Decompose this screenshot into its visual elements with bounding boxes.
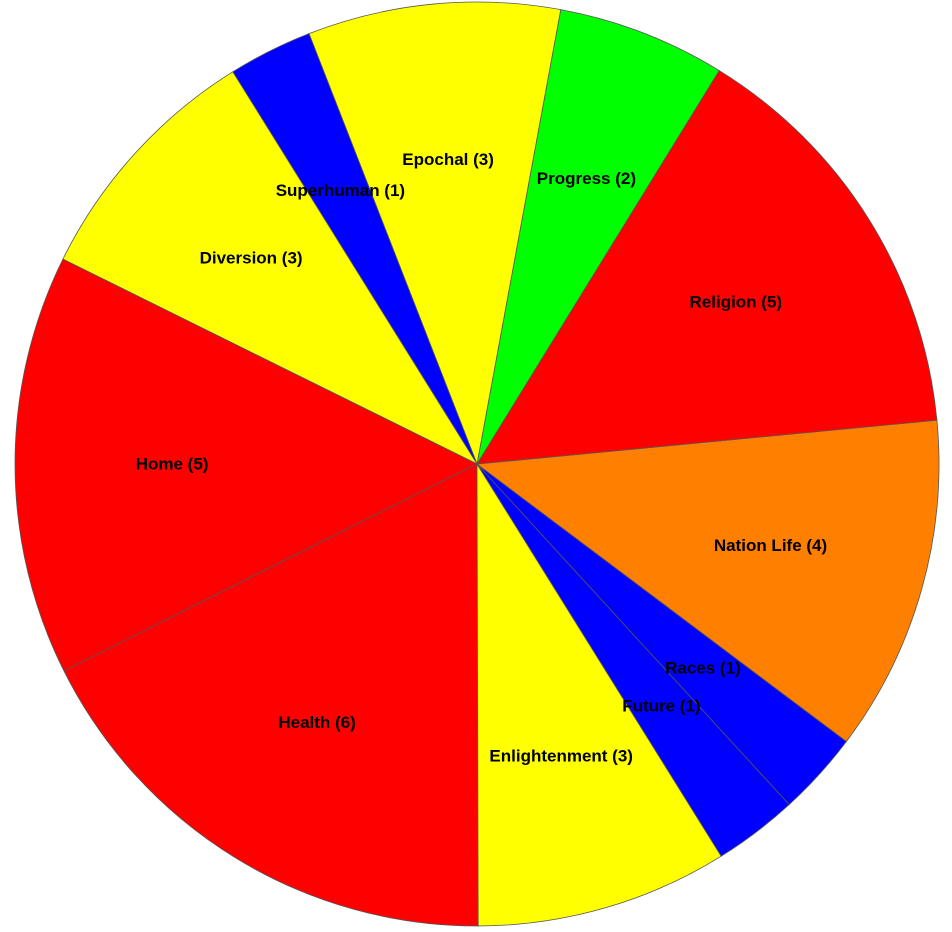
- slice-label-nation-life: Nation Life (4): [714, 536, 827, 555]
- slice-label-enlightenment: Enlightenment (3): [489, 747, 633, 766]
- slice-label-diversion: Diversion (3): [200, 249, 303, 268]
- slice-label-health: Health (6): [278, 713, 355, 732]
- slice-label-progress: Progress (2): [537, 169, 636, 188]
- slice-label-religion: Religion (5): [690, 292, 783, 311]
- slice-home: [14, 258, 478, 672]
- slice-label-superhuman: Superhuman (1): [276, 181, 405, 200]
- slice-label-home: Home (5): [136, 454, 209, 473]
- slice-health: [63, 463, 479, 927]
- labels-layer: Races (1) Nation Life (4) Religion (5) Prog…: [136, 150, 827, 766]
- slice-label-future: Future (1): [622, 696, 700, 715]
- slice-religion: [476, 70, 938, 465]
- slice-label-epochal: Epochal (3): [402, 150, 494, 169]
- slice-future: [476, 463, 790, 857]
- slice-label-races: Races (1): [665, 658, 741, 677]
- slices-layer: [14, 1, 940, 927]
- slice-nation-life: [475, 419, 940, 743]
- slice-epochal: [308, 1, 562, 466]
- slice-diversion: [62, 71, 479, 465]
- slice-progress: [476, 9, 720, 465]
- slice-enlightenment: [476, 462, 722, 927]
